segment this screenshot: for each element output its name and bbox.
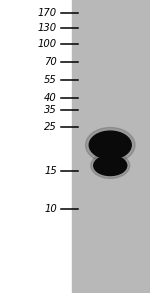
Bar — [0, 0, 72, 293]
Text: 25: 25 — [44, 122, 57, 132]
Text: 40: 40 — [44, 93, 57, 103]
Ellipse shape — [91, 153, 130, 178]
Text: 70: 70 — [44, 57, 57, 67]
Text: 170: 170 — [38, 8, 57, 18]
Text: 35: 35 — [44, 105, 57, 115]
Bar — [72, 0, 150, 293]
Ellipse shape — [89, 131, 131, 159]
Ellipse shape — [94, 156, 127, 176]
Text: 15: 15 — [44, 166, 57, 176]
Text: 100: 100 — [38, 39, 57, 49]
Text: 10: 10 — [44, 205, 57, 214]
Text: 55: 55 — [44, 75, 57, 85]
Text: 130: 130 — [38, 23, 57, 33]
Ellipse shape — [85, 127, 135, 163]
